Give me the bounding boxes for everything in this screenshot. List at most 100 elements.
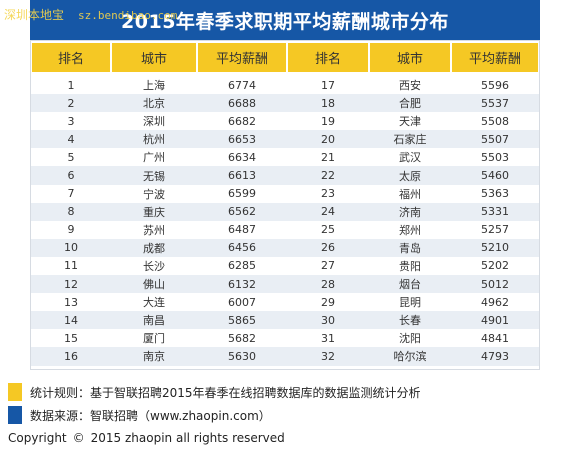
title-bar: 2015年春季求职期平均薪酬城市分布 (30, 0, 540, 40)
header-salary-2: 平均薪酬 (452, 43, 538, 72)
salary-cell: 4962 (481, 295, 509, 309)
note-source-text: 数据来源：智联招聘（www.zhaopin.com） (30, 408, 271, 423)
city-cell: 南昌 (143, 314, 165, 328)
salary-cell: 5865 (228, 313, 256, 327)
city-cell: 济南 (399, 205, 421, 219)
rank-cell: 10 (64, 241, 78, 255)
salary-cell: 6562 (228, 205, 256, 219)
city-cell: 成都 (143, 241, 165, 255)
rank-cell: 13 (64, 295, 78, 309)
salary-cell: 6132 (228, 277, 256, 291)
salary-cell: 6653 (228, 132, 256, 146)
table-row: 12 佛山 6132 28 烟台 5012 (31, 275, 539, 294)
yellow-swatch (8, 383, 22, 401)
city-cell: 郑州 (399, 223, 421, 237)
rank-cell: 11 (64, 259, 78, 273)
rank-cell: 21 (321, 150, 335, 164)
table-row: 11 长沙 6285 27 贵阳 5202 (31, 256, 539, 276)
header-rank-2: 排名 (288, 43, 368, 72)
city-cell: 贵阳 (399, 259, 421, 273)
copyright-text: 2015 zhaopin all rights reserved (90, 431, 285, 445)
table-body: 1 上海 6774 17 西安 5596 2 北京 6688 18 合肥 5537 3 深圳 6682 19 天… (31, 76, 539, 366)
rank-cell: 12 (64, 277, 78, 291)
salary-cell: 6487 (228, 223, 256, 237)
rank-cell: 6 (67, 169, 75, 183)
table-row: 7 宁波 6599 23 福州 5363 (31, 184, 539, 203)
city-cell: 天津 (399, 115, 421, 129)
salary-cell: 5202 (481, 259, 509, 273)
salary-cell: 6634 (228, 150, 256, 164)
rank-cell: 9 (67, 223, 75, 237)
table-row: 9 苏州 6487 25 郑州 5257 (31, 220, 539, 239)
salary-cell: 5630 (228, 349, 256, 363)
city-cell: 大连 (143, 296, 165, 310)
rank-cell: 24 (321, 205, 335, 219)
salary-cell: 6613 (228, 169, 256, 183)
city-cell: 石家庄 (393, 133, 427, 147)
city-cell: 西安 (399, 79, 421, 93)
rank-cell: 22 (321, 169, 335, 183)
rank-cell: 17 (321, 78, 335, 92)
rank-cell: 2 (67, 96, 75, 110)
table-row: 3 深圳 6682 19 天津 5508 (31, 112, 539, 131)
table-row: 2 北京 6688 18 合肥 5537 (31, 94, 539, 113)
city-cell: 长春 (399, 314, 421, 328)
city-cell: 无锡 (143, 169, 165, 183)
rank-cell: 16 (64, 349, 78, 363)
header-city: 城市 (112, 43, 196, 72)
rank-cell: 15 (64, 331, 78, 345)
city-cell: 深圳 (143, 115, 165, 129)
rank-cell: 27 (321, 259, 335, 273)
table-row: 6 无锡 6613 22 太原 5460 (31, 166, 539, 185)
header-rank: 排名 (32, 43, 110, 72)
rank-cell: 18 (321, 96, 335, 110)
salary-cell: 5460 (481, 169, 509, 183)
salary-table: 排名 城市 平均薪酬 排名 城市 平均薪酬 1 上海 6774 17 西安 5596 2 北京… (30, 40, 540, 370)
rank-cell: 32 (321, 349, 335, 363)
salary-cell: 4841 (481, 331, 509, 345)
salary-cell: 6007 (228, 295, 256, 309)
header-city-2: 城市 (370, 43, 450, 72)
salary-cell: 5508 (481, 114, 509, 128)
city-cell: 合肥 (399, 97, 421, 111)
rank-cell: 5 (67, 150, 75, 164)
watermark-site: 深圳本地宝 (4, 8, 65, 22)
city-cell: 沈阳 (399, 332, 421, 346)
rank-cell: 31 (321, 331, 335, 345)
rank-cell: 30 (321, 313, 335, 327)
salary-cell: 6456 (228, 241, 256, 255)
city-cell: 上海 (143, 79, 165, 93)
rank-cell: 8 (67, 205, 75, 219)
page-title: 2015年春季求职期平均薪酬城市分布 (121, 10, 449, 33)
city-cell: 佛山 (143, 278, 165, 292)
copyright: Copyright © 2015 zhaopin all rights reserv… (8, 431, 285, 445)
salary-cell: 6285 (228, 259, 256, 273)
city-cell: 武汉 (399, 151, 421, 165)
copyright-label: Copyright (8, 431, 67, 445)
salary-cell: 6682 (228, 114, 256, 128)
rank-cell: 1 (67, 78, 75, 92)
salary-cell: 4901 (481, 313, 509, 327)
city-cell: 昆明 (399, 296, 421, 310)
salary-cell: 5596 (481, 78, 509, 92)
rank-cell: 26 (321, 241, 335, 255)
rank-cell: 14 (64, 313, 78, 327)
rank-cell: 29 (321, 295, 335, 309)
salary-cell: 5257 (481, 223, 509, 237)
salary-cell: 5503 (481, 150, 509, 164)
city-cell: 重庆 (143, 205, 165, 219)
salary-cell: 4793 (481, 349, 509, 363)
watermark: 深圳本地宝 sz.bendibao.com (4, 6, 177, 23)
table-row: 5 广州 6634 21 武汉 5503 (31, 148, 539, 167)
table-row: 15 厦门 5682 31 沈阳 4841 (31, 329, 539, 348)
rank-cell: 28 (321, 277, 335, 291)
city-cell: 长沙 (143, 259, 165, 273)
copyright-symbol: © (72, 431, 85, 445)
salary-cell: 5331 (481, 205, 509, 219)
blue-swatch (8, 406, 22, 424)
salary-cell: 6774 (228, 78, 256, 92)
rank-cell: 7 (67, 187, 75, 201)
rank-cell: 3 (67, 114, 75, 128)
city-cell: 青岛 (399, 241, 421, 255)
